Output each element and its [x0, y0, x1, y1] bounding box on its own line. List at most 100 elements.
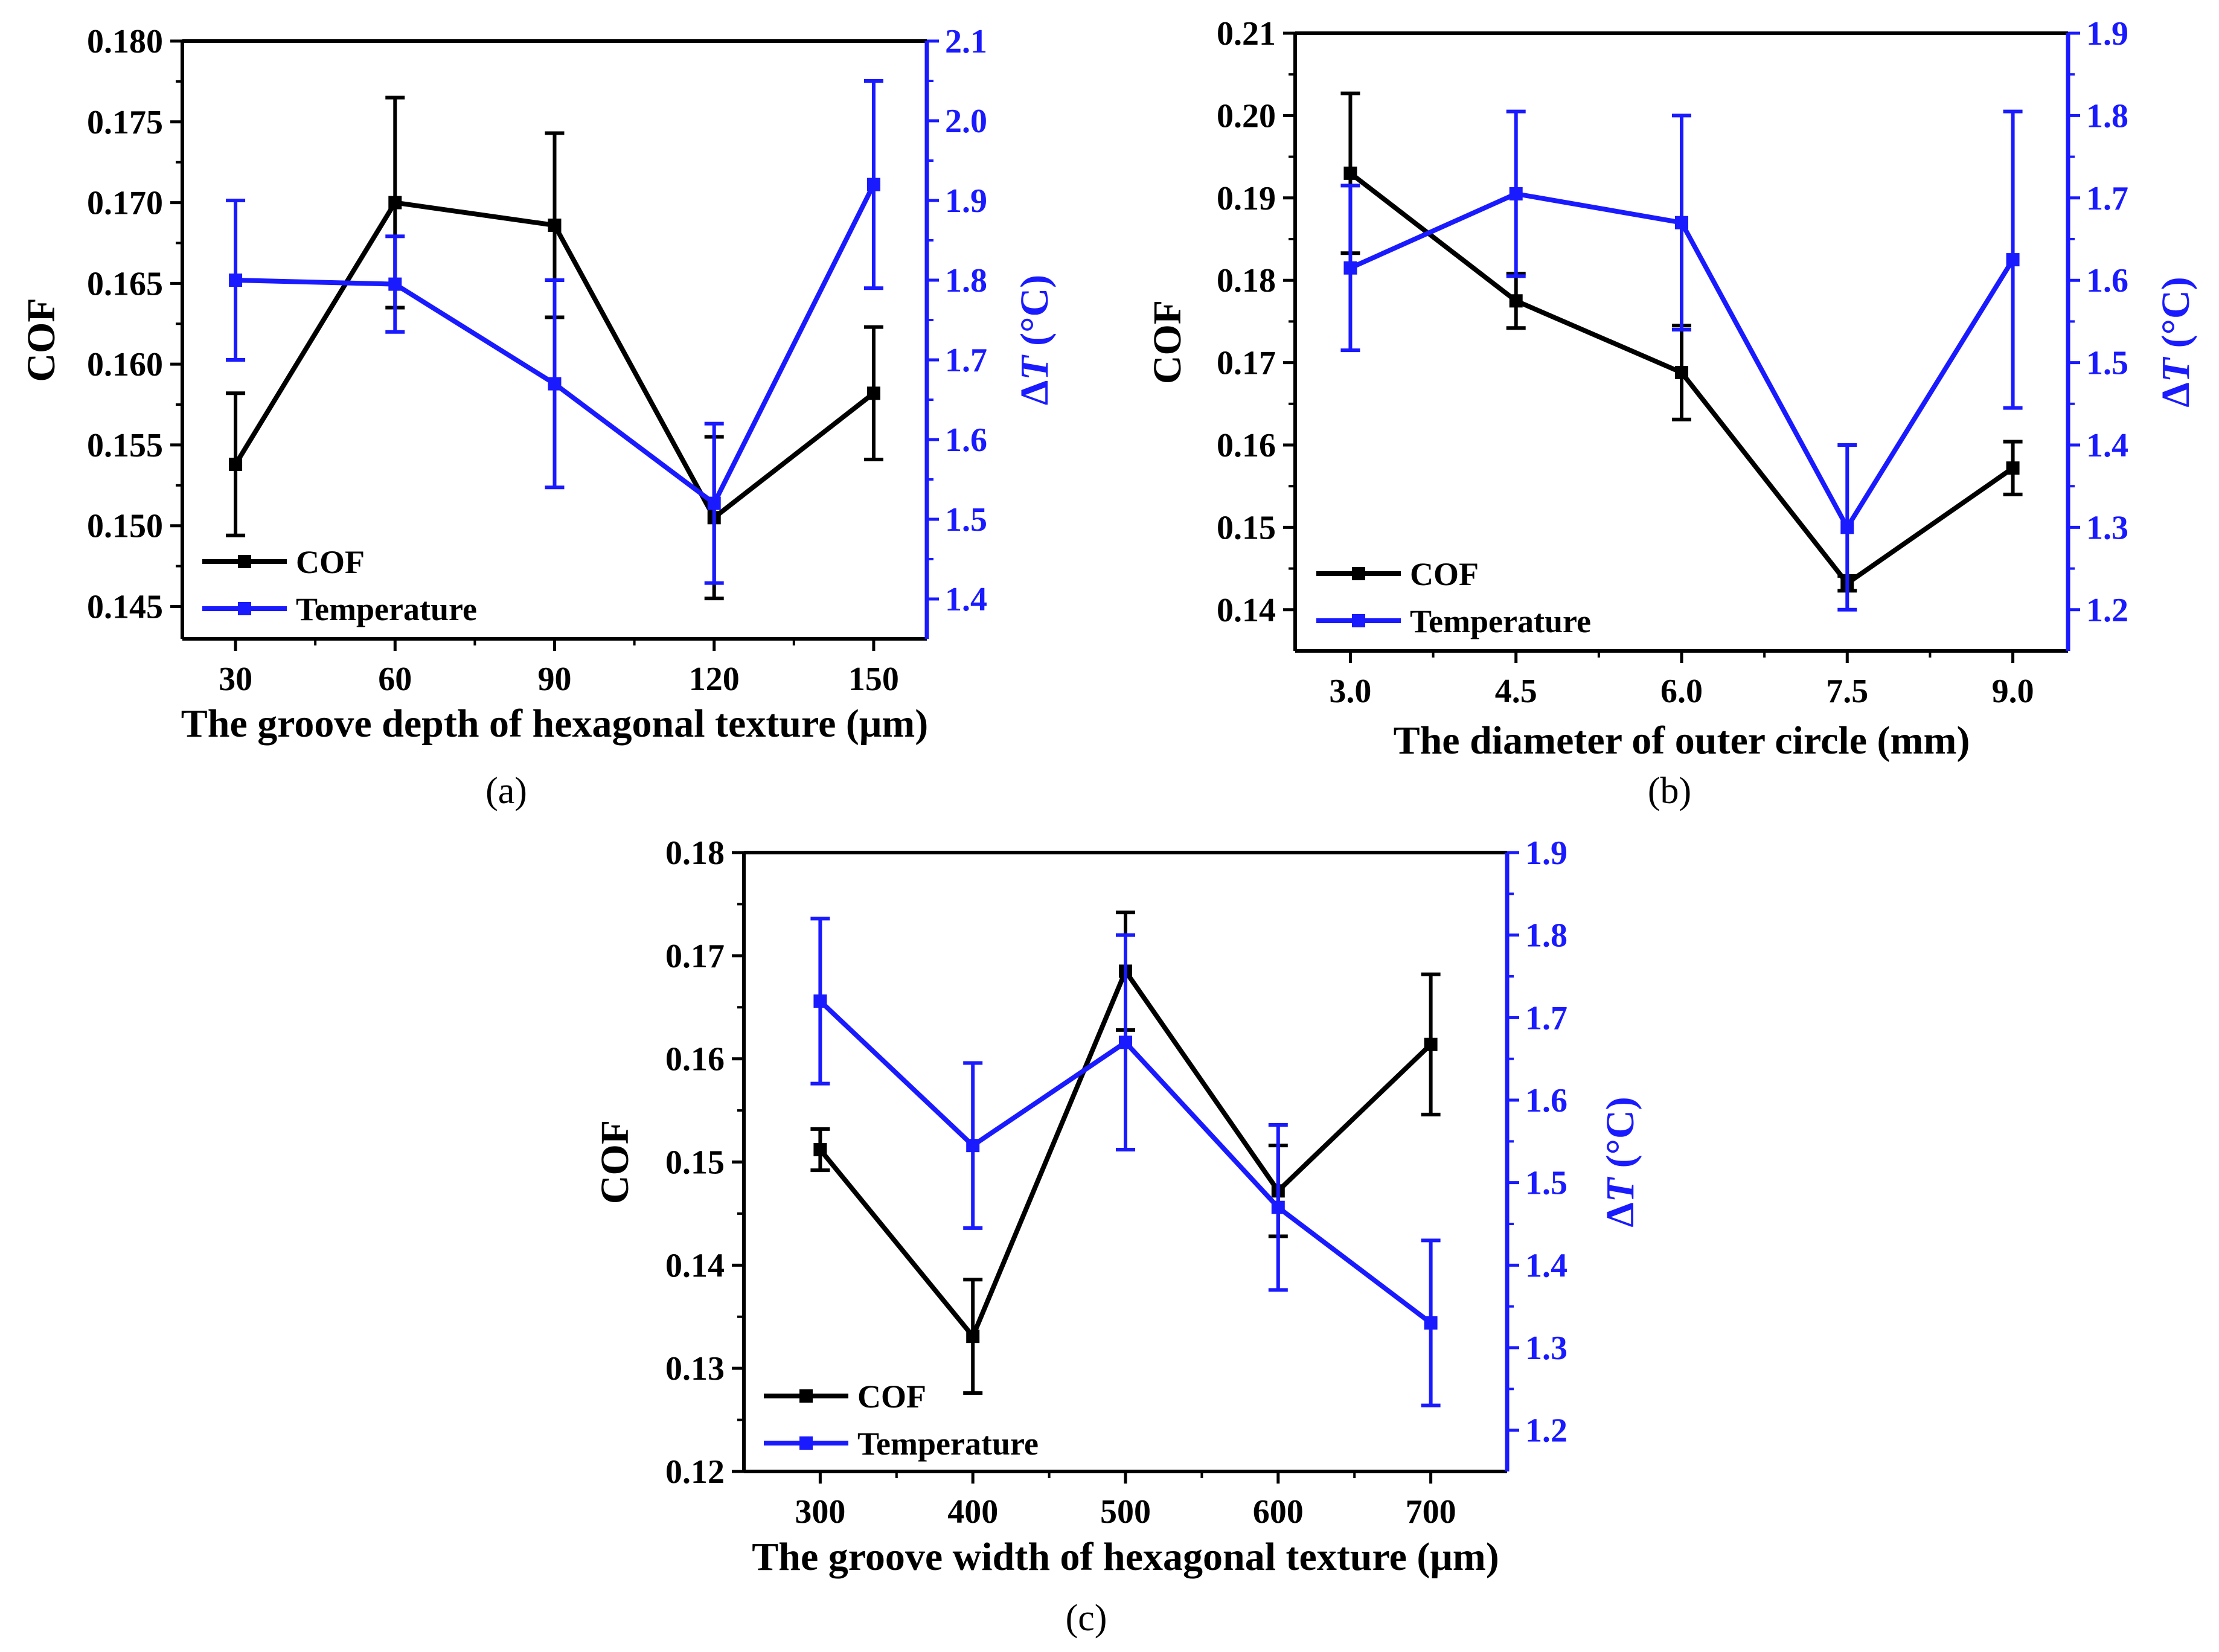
y-tick-label: 0.21: [1217, 15, 1276, 53]
legend-marker: [238, 602, 251, 615]
temperature-point: [1675, 216, 1688, 229]
x-tick-label: 7.5: [1826, 673, 1868, 710]
legend-item-cof: COF: [764, 1378, 926, 1415]
y-tick-label: 0.18: [665, 834, 725, 872]
series-temperature: [1340, 109, 2023, 612]
cof-point: [2006, 461, 2020, 475]
y2-tick-label: 1.6: [2086, 262, 2128, 299]
y2-axis-title-unit: (°C): [1598, 1097, 1642, 1178]
temperature-point: [1119, 1036, 1132, 1049]
legend-item-cof: COF: [202, 544, 365, 580]
y2-tick-label: 1.8: [2086, 97, 2128, 135]
y-tick-label: 0.14: [1217, 592, 1276, 629]
temperature-point: [1509, 187, 1523, 200]
y2-tick-label: 2.1: [945, 23, 987, 60]
y-axis-title: COF: [593, 1120, 637, 1204]
temperature-point: [548, 377, 562, 391]
y-tick-label: 0.170: [87, 185, 163, 222]
y-tick-label: 0.180: [87, 23, 163, 60]
y-tick-label: 0.17: [665, 938, 725, 975]
x-tick-label: 300: [795, 1493, 845, 1531]
chart-panel-b: 3.0 4.5 6.0 7.5 9.0 0.14 0.15 0.16 0.17 0.18 0.19 0…: [1145, 15, 2198, 812]
y2-axis-title: ΔT (°C): [1598, 1097, 1642, 1227]
cof-point: [813, 1143, 827, 1156]
y-tick-label: 0.18: [1217, 262, 1276, 299]
y2-tick-label: 1.7: [945, 342, 987, 379]
y2-tick-label: 2.0: [945, 103, 987, 140]
y2-axis-title-variable: T: [2154, 356, 2198, 382]
y2-tick-label: 1.8: [1525, 917, 1567, 955]
temperature-point: [866, 178, 880, 191]
legend-marker: [1352, 614, 1365, 627]
y2-axis-title-unit: (°C): [1013, 275, 1057, 356]
y-axis-title: COF: [19, 298, 63, 382]
y2-tick-label: 1.9: [945, 182, 987, 220]
y-tick-label: 0.155: [87, 427, 163, 464]
temperature-point: [1424, 1316, 1438, 1330]
y2-tick-label: 1.2: [2086, 592, 2128, 629]
chart-panel-c: 300 400 500 600 700 0.12 0.13 0.14 0.15 0.16 0.17 0…: [593, 834, 1642, 1639]
y-tick-label: 0.20: [1217, 97, 1276, 135]
temperature-point: [1343, 261, 1357, 275]
y-tick-label: 0.16: [665, 1041, 725, 1078]
y2-axis-title-variable: T: [1013, 354, 1057, 380]
y2-tick-label: 1.4: [945, 581, 987, 618]
y2-tick-label: 1.9: [1525, 834, 1567, 872]
x-axis-title: The diameter of outer circle (mm): [1394, 719, 1970, 763]
legend-marker: [1352, 567, 1365, 580]
legend-label: COF: [296, 544, 365, 580]
y2-tick-label: 1.5: [2086, 345, 2128, 382]
panel-label: (b): [1648, 770, 1691, 812]
legend-label: COF: [857, 1378, 926, 1415]
x-tick-label: 9.0: [1992, 673, 2034, 710]
y2-tick-label: 1.6: [945, 421, 987, 459]
x-tick-label: 600: [1253, 1493, 1304, 1531]
y2-tick-label: 1.4: [2086, 427, 2128, 464]
legend-item-cof: COF: [1316, 556, 1479, 592]
x-tick-label: 120: [689, 661, 740, 698]
temperature-point: [1271, 1200, 1285, 1214]
legend-item-temperature: Temperature: [202, 591, 477, 627]
temperature-point: [966, 1139, 980, 1153]
x-tick-label: 4.5: [1495, 673, 1537, 710]
x-axis-title: The groove width of hexagonal texture (μ…: [752, 1535, 1499, 1579]
y2-tick-label: 1.6: [1525, 1082, 1567, 1119]
x-tick-label: 3.0: [1329, 673, 1371, 710]
cof-point: [548, 219, 562, 232]
y2-axis-title: ΔT (°C): [2154, 277, 2198, 407]
legend-item-temperature: Temperature: [1316, 603, 1591, 639]
x-tick-label: 30: [219, 661, 252, 698]
temperature-point: [229, 274, 243, 287]
cof-point: [229, 458, 243, 472]
y2-axis-title: ΔT (°C): [1013, 275, 1057, 405]
cof-point: [1424, 1037, 1438, 1051]
cof-point: [1675, 365, 1688, 379]
y2-axis-title-prefix: Δ: [1013, 380, 1057, 405]
temperature-point: [1840, 520, 1854, 534]
y-tick-label: 0.14: [665, 1247, 725, 1284]
panel-label: (c): [1066, 1598, 1107, 1639]
legend-marker: [799, 1436, 813, 1450]
temperature-point: [2006, 253, 2020, 267]
y2-tick-label: 1.2: [1525, 1412, 1567, 1450]
y2-axis-title-prefix: Δ: [2154, 382, 2198, 407]
y2-tick-label: 1.7: [2086, 180, 2128, 217]
y-tick-label: 0.160: [87, 346, 163, 383]
legend-label: Temperature: [296, 591, 477, 627]
y-axis-title: COF: [1145, 300, 1190, 384]
y2-tick-label: 1.5: [945, 501, 987, 539]
panel-label: (a): [485, 770, 527, 812]
y-tick-label: 0.15: [1217, 509, 1276, 546]
x-tick-label: 60: [378, 661, 412, 698]
y-tick-label: 0.13: [665, 1350, 725, 1388]
y-tick-label: 0.16: [1217, 427, 1276, 464]
y2-axis-title-variable: T: [1598, 1176, 1642, 1202]
legend-label: Temperature: [1410, 603, 1591, 639]
series-temperature: [226, 79, 883, 585]
x-tick-label: 150: [848, 661, 899, 698]
y-tick-label: 0.19: [1217, 180, 1276, 217]
y-tick-label: 0.145: [87, 588, 163, 626]
y2-tick-label: 1.9: [2086, 15, 2128, 53]
y2-tick-label: 1.5: [1525, 1165, 1567, 1202]
